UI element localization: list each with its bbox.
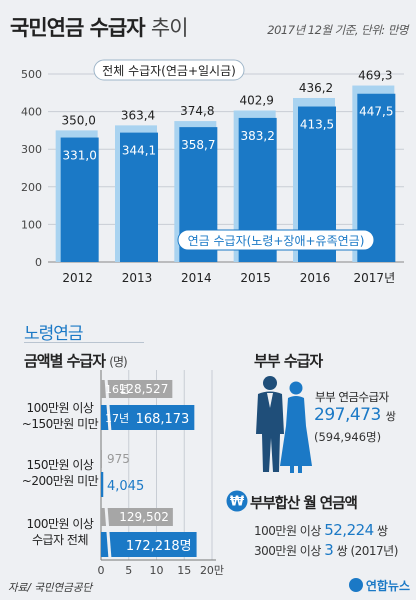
value-label-2017: 168,173 (136, 412, 190, 427)
couple-icon (256, 376, 312, 473)
category-label-1: 100만원 이상 ~150만원 미만 (18, 400, 102, 432)
legend-total-label: 전체 수급자(연금+일시금) (102, 64, 236, 78)
value-label-pension: 344,1 (122, 144, 156, 158)
labels: 0 100 200 300 400 500 350,0 331,0 2012 363,4 344,1… (21, 68, 395, 285)
brand-logo: 연합뉴스 (348, 577, 410, 594)
monthly-line-2-unit: 쌍 (2017년) (336, 544, 399, 558)
unit-note: 2017년 12월 기준, 단위: 만명 (267, 23, 408, 37)
x-tick-label: 15 (177, 564, 191, 577)
value-label-2016: 975 (107, 452, 130, 466)
x-tick-label: 2014 (181, 271, 212, 285)
x-tick-label: 20만 (200, 564, 224, 577)
legend-pension-label: 연금 수급자(노령+장애+유족연금) (188, 234, 365, 248)
bar-2017 (101, 405, 195, 430)
x-tick-label: 5 (125, 564, 132, 577)
y-tick-label: 100 (21, 218, 42, 231)
labels: 0 5 10 15 20만 16년 17년 128,527 168,173 975 4,045 129… (98, 382, 225, 577)
source-note: 자료/ 국민연금공단 (8, 582, 93, 594)
monthly-line-1: 100만원 이상 52,224 쌍 (254, 521, 388, 539)
monthly-line-1-value: 52,224 (324, 521, 374, 539)
legend-total-box (93, 59, 245, 81)
y-tick-label: 400 (21, 106, 42, 119)
couple-value-number: 297,473 (314, 405, 381, 425)
value-label-2016: 129,502 (119, 510, 169, 524)
x-tick-label: 2015 (240, 271, 271, 285)
value-label-pension: 413,5 (300, 118, 334, 132)
couple-persons: (594,946명) (314, 430, 382, 444)
monthly-title: 부부합산 월 연금액 (250, 496, 358, 512)
y-tick-label: 200 (21, 181, 42, 194)
value-label-2016: 128,527 (119, 382, 169, 396)
axis-break-mark (104, 505, 112, 560)
value-label-pension: 383,2 (240, 129, 274, 143)
y-tick-label: 0 (35, 256, 42, 269)
value-label-2017: 4,045 (107, 479, 144, 494)
category-label-3-line2: 수급자 전체 (31, 533, 89, 547)
x-tick-label: 2013 (122, 271, 153, 285)
monthly-line-2-value: 3 (324, 541, 334, 559)
section-divider (24, 342, 144, 343)
monthly-line-1-prefix: 100만원 이상 (254, 524, 321, 538)
category-label-1-line2: ~150만원 미만 (21, 417, 99, 431)
bar-2016 (101, 380, 173, 398)
x-tick-label: 2016 (300, 271, 331, 285)
bar-2016 (101, 450, 102, 468)
page-title: 국민연금 수급자 추이 (10, 12, 189, 42)
value-label-pension: 331,0 (62, 149, 96, 163)
brand-name: 연합뉴스 (365, 579, 410, 593)
x-tick-label: 10 (150, 564, 164, 577)
title-sub: 추이 (150, 16, 189, 40)
series-label-2016: 16년 (105, 383, 129, 396)
category-label-2: 150만원 이상 ~200만원 미만 (18, 457, 102, 489)
chart2-title-text: 금액별 수급자 (24, 352, 106, 370)
monthly-line-1-unit: 쌍 (377, 524, 388, 538)
value-label-total: 402,9 (239, 94, 273, 108)
bar-2017 (101, 532, 197, 557)
axis-break-mark (104, 377, 112, 433)
category-label-3: 100만원 이상 수급자 전체 (18, 516, 102, 548)
chart2-title: 금액별 수급자 (명) (24, 350, 128, 371)
x-tick-label: 2017년 (354, 271, 396, 285)
value-label-total: 374,8 (180, 104, 214, 118)
category-label-3-line1: 100만원 이상 (26, 517, 94, 531)
title-main: 국민연금 수급자 (10, 16, 146, 40)
series-label-2017: 17년 (105, 412, 129, 425)
x-tick-label: 0 (98, 564, 105, 577)
couple-value-unit: 쌍 (385, 410, 396, 423)
legend-pension-box (177, 229, 375, 251)
y-tick-label: 300 (21, 143, 42, 156)
value-label-2017: 172,218명 (126, 539, 192, 554)
legend: 전체 수급자(연금+일시금) 연금 수급자(노령+장애+유족연금) (93, 59, 375, 251)
section-title: 노령연금 (24, 324, 84, 344)
couple-title: 부부 수급자 (254, 352, 323, 370)
couple-value: 297,473 쌍 (314, 405, 396, 425)
x-tick-label: 2012 (62, 271, 93, 285)
chart2-unit: (명) (109, 355, 127, 369)
bars (55, 85, 396, 263)
value-label-pension: 447,5 (359, 105, 393, 119)
brand-globe-icon (348, 578, 363, 592)
bar-2017 (101, 472, 104, 497)
monthly-line-2: 300만원 이상 3 쌍 (2017년) (254, 541, 398, 559)
category-label-2-line1: 150만원 이상 (26, 458, 94, 472)
value-label-total: 363,4 (121, 108, 155, 122)
value-label-total: 469,3 (358, 69, 392, 83)
bar-pension (60, 137, 99, 262)
value-label-total: 436,2 (299, 81, 333, 95)
bar-2016 (101, 508, 173, 526)
monthly-line-2-prefix: 300만원 이상 (254, 544, 321, 558)
category-label-2-line2: ~200만원 미만 (21, 474, 99, 488)
couple-label: 부부 연금수급자 (315, 390, 389, 404)
bars (101, 377, 197, 560)
svg-text:₩: ₩ (230, 495, 245, 510)
y-tick-label: 500 (21, 68, 42, 81)
value-label-total: 350,0 (61, 113, 95, 127)
value-label-pension: 358,7 (181, 138, 215, 152)
bar-pension (120, 132, 158, 262)
won-coin-icon: ₩ (226, 490, 248, 512)
category-label-1-line1: 100만원 이상 (26, 401, 94, 415)
